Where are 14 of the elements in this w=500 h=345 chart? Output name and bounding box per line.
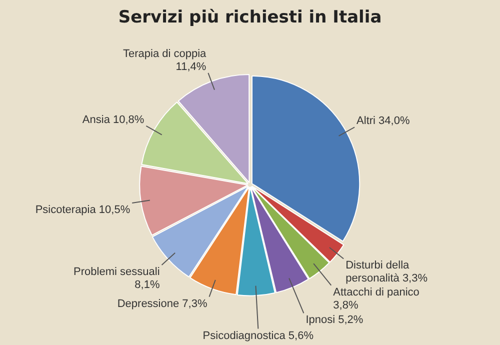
slice-label: Ansia 10,8% xyxy=(82,114,144,126)
slice-label: Attacchi di panico xyxy=(333,286,420,298)
slice-label: Problemi sessuali xyxy=(74,266,160,278)
data-label: 11,4% xyxy=(176,60,206,73)
slice-label: Altri 34,0% xyxy=(356,115,410,128)
slice-label: Ipnosi 5,2% xyxy=(306,314,364,326)
data-label: 8,1% xyxy=(134,278,160,291)
slice-label: Psicodiagnostica 5,6% xyxy=(202,330,314,342)
slice-label: Disturbi della personalità 3,3% xyxy=(346,260,428,285)
data-label: 3,8% xyxy=(333,299,358,312)
slice-label: Psicoterapia 10,5% xyxy=(35,204,130,216)
slice-label: Depressione 7,3% xyxy=(117,298,208,310)
chart-title: Servizi più richiesti in Italia xyxy=(118,8,382,28)
slice-label: Terapia di coppia xyxy=(123,48,208,60)
